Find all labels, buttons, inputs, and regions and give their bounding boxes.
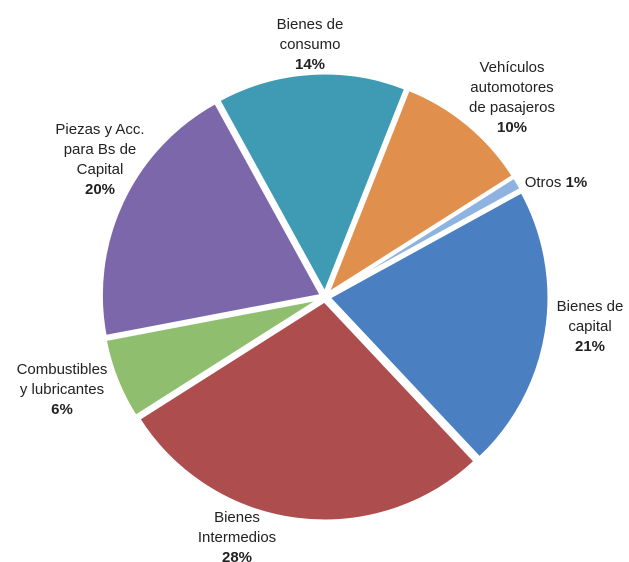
pie-slice (327, 175, 524, 297)
value-label: 6% (51, 401, 73, 418)
category-label: Capital (77, 161, 124, 178)
category-label: consumo (280, 36, 341, 53)
slice-label: Otros 1% (525, 174, 588, 191)
value-label: 1% (566, 174, 588, 191)
category-label: de pasajeros (469, 99, 555, 116)
value-label: 14% (295, 56, 325, 73)
category-label: Otros (525, 174, 562, 191)
category-label: automotores (470, 79, 553, 96)
value-label: 10% (497, 119, 527, 136)
pie-slice (136, 299, 478, 523)
category-label: Bienes de (277, 16, 344, 33)
category-label: para Bs de (64, 141, 137, 158)
category-label: Piezas y Acc. (55, 121, 144, 138)
category-label: Vehículos (479, 59, 544, 76)
category-label: Intermedios (198, 529, 276, 546)
category-label: Combustibles (17, 361, 108, 378)
value-label: 28% (222, 549, 252, 562)
pie-slice (326, 189, 551, 461)
pie-slice (99, 100, 324, 339)
value-label: 21% (575, 338, 605, 355)
category-label: capital (568, 318, 611, 335)
pie-slice (324, 87, 516, 298)
pie-slice (103, 296, 323, 419)
category-label: y lubricantes (20, 381, 104, 398)
value-label: 20% (85, 181, 115, 198)
category-label: Bienes (214, 509, 260, 526)
category-label: Bienes de (557, 298, 624, 315)
pie-slice (216, 71, 408, 297)
